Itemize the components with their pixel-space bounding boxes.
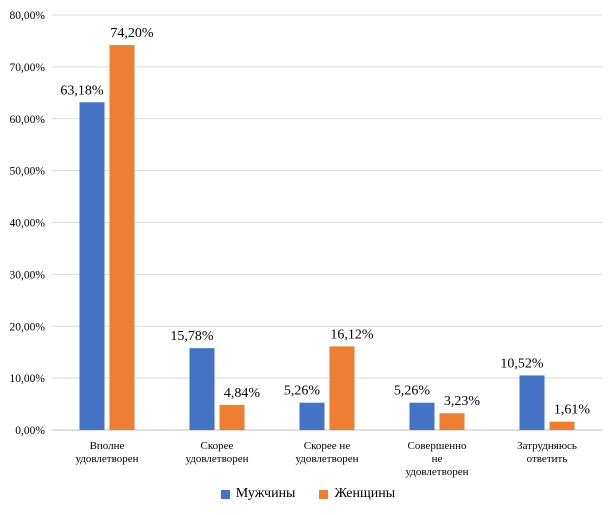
- x-tick-label: ответить: [527, 453, 568, 465]
- legend-swatch-women: [319, 489, 329, 499]
- legend-item-men: Мужчины: [220, 486, 296, 502]
- bar-women: [109, 45, 135, 431]
- legend-swatch-men: [220, 489, 230, 499]
- data-label: 16,12%: [330, 327, 374, 342]
- bar-men: [519, 375, 545, 430]
- x-tick-label: Скорее не: [304, 440, 351, 452]
- x-tick-label: Вполне: [90, 440, 125, 452]
- y-tick-label: 80,00%: [10, 10, 46, 22]
- legend-label-men: Мужчины: [235, 486, 296, 501]
- legend: Мужчины Женщины: [0, 486, 616, 502]
- x-tick-label: удовлетворен: [75, 453, 138, 465]
- x-tick-label: Скорее: [201, 440, 234, 452]
- data-label: 5,26%: [284, 384, 321, 399]
- data-label: 1,61%: [554, 403, 591, 418]
- x-tick-label: не: [432, 453, 443, 465]
- data-label: 3,23%: [444, 394, 481, 409]
- gridlines: [52, 14, 602, 431]
- x-tick-label: Затрудняюсь: [517, 440, 577, 452]
- bar-women: [219, 404, 245, 430]
- data-labels: 63,18% 74,20% 15,78% 4,84% 5,26% 16,12% 5,26% 3…: [60, 26, 590, 418]
- y-tick-label: 60,00%: [10, 114, 46, 126]
- x-tick-label: Совершенно: [408, 440, 467, 452]
- x-tick-label: удовлетворен: [185, 453, 248, 465]
- y-tick-label: 30,00%: [10, 269, 46, 281]
- data-label: 63,18%: [60, 83, 104, 98]
- y-tick-label: 20,00%: [10, 321, 46, 333]
- y-tick-label: 0,00%: [15, 425, 45, 437]
- bar-women: [549, 421, 575, 430]
- legend-label-women: Женщины: [334, 486, 396, 501]
- data-label: 4,84%: [224, 386, 261, 401]
- x-axis: ВполнеудовлетворенСкорееудовлетворенСкор…: [75, 440, 576, 478]
- bars: [79, 45, 575, 431]
- bar-women: [439, 413, 465, 430]
- y-tick-label: 10,00%: [10, 373, 46, 385]
- data-label: 15,78%: [170, 329, 214, 344]
- data-label: 10,52%: [500, 356, 544, 371]
- bar-men: [189, 348, 215, 430]
- y-tick-label: 50,00%: [10, 166, 46, 178]
- y-axis: 0,00% 10,00% 20,00% 30,00% 40,00% 50,00% 60,00…: [10, 10, 46, 437]
- bar-women: [329, 346, 355, 430]
- x-tick-label: удовлетворен: [295, 453, 358, 465]
- bar-men: [79, 102, 105, 430]
- data-label: 74,20%: [110, 26, 154, 41]
- x-tick-label: удовлетворен: [405, 466, 468, 478]
- bar-men: [299, 402, 325, 430]
- legend-item-women: Женщины: [319, 486, 395, 502]
- bar-men: [409, 402, 435, 430]
- y-tick-label: 70,00%: [10, 62, 46, 74]
- data-label: 5,26%: [394, 384, 431, 399]
- y-tick-label: 40,00%: [10, 218, 46, 230]
